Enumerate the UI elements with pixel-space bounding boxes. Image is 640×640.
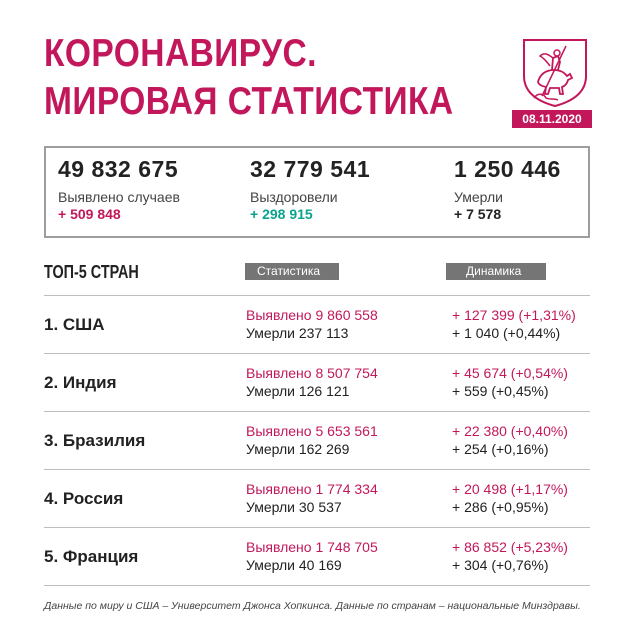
total-recovered: 32 779 541 Выздоровели + 298 915: [250, 156, 370, 222]
country-name: 1. США: [44, 315, 105, 334]
title-line-2: МИРОВАЯ СТАТИСТИКА: [44, 80, 454, 123]
died-dynamics: + 304 (+0,76%): [452, 557, 549, 573]
detected-dynamics: + 22 380 (+0,40%): [452, 423, 568, 439]
total-died-label: Умерли: [454, 189, 503, 205]
table-row: 2. Индия Выявлено 8 507 754 Умерли 126 1…: [44, 353, 590, 411]
country-name: 2. Индия: [44, 373, 117, 392]
dynamics-cell: + 45 674 (+0,54%) + 559 (+0,45%): [452, 364, 568, 400]
total-died-delta: + 7 578: [454, 206, 502, 222]
country-name: 4. Россия: [44, 489, 124, 508]
column-header-statistics: Статистика: [245, 263, 339, 280]
total-recovered-value: 32 779 541: [250, 156, 371, 182]
title-line-1: КОРОНАВИРУС.: [44, 32, 317, 75]
died-value: Умерли 30 537: [246, 499, 342, 515]
detected-value: Выявлено 1 774 334: [246, 481, 378, 497]
total-recovered-delta: + 298 915: [250, 206, 313, 222]
died-dynamics: + 286 (+0,95%): [452, 499, 549, 515]
stat-cell: Выявлено 8 507 754 Умерли 126 121: [246, 364, 378, 400]
table-row: 1. США Выявлено 9 860 558 Умерли 237 113…: [44, 295, 590, 353]
stat-cell: Выявлено 1 748 705 Умерли 40 169: [246, 538, 378, 574]
table-row: 3. Бразилия Выявлено 5 653 561 Умерли 16…: [44, 411, 590, 469]
stat-cell: Выявлено 5 653 561 Умерли 162 269: [246, 422, 378, 458]
column-header-dynamics: Динамика: [446, 263, 546, 280]
top5-table: 1. США Выявлено 9 860 558 Умерли 237 113…: [44, 295, 590, 585]
died-value: Умерли 40 169: [246, 557, 342, 573]
total-detected-label: Выявлено случаев: [58, 189, 180, 205]
dynamics-cell: + 22 380 (+0,40%) + 254 (+0,16%): [452, 422, 568, 458]
total-detected: 49 832 675 Выявлено случаев + 509 848: [58, 156, 180, 222]
total-recovered-label: Выздоровели: [250, 189, 338, 205]
died-value: Умерли 162 269: [246, 441, 350, 457]
died-value: Умерли 126 121: [246, 383, 350, 399]
page-title: КОРОНАВИРУС. МИРОВАЯ СТАТИСТИКА: [44, 30, 454, 126]
world-totals-panel: 49 832 675 Выявлено случаев + 509 848 32…: [44, 146, 590, 238]
stat-cell: Выявлено 9 860 558 Умерли 237 113: [246, 306, 378, 342]
country-name: 3. Бразилия: [44, 431, 146, 450]
died-value: Умерли 237 113: [246, 325, 349, 341]
total-died-value: 1 250 446: [454, 156, 561, 182]
total-died: 1 250 446 Умерли + 7 578: [454, 156, 561, 222]
detected-value: Выявлено 9 860 558: [246, 307, 378, 323]
divider: [44, 585, 590, 586]
detected-value: Выявлено 5 653 561: [246, 423, 378, 439]
died-dynamics: + 559 (+0,45%): [452, 383, 549, 399]
country-name: 5. Франция: [44, 547, 139, 566]
detected-value: Выявлено 1 748 705: [246, 539, 378, 555]
detected-value: Выявлено 8 507 754: [246, 365, 378, 381]
detected-dynamics: + 20 498 (+1,17%): [452, 481, 568, 497]
dynamics-cell: + 20 498 (+1,17%) + 286 (+0,95%): [452, 480, 568, 516]
top5-heading: ТОП-5 СТРАН: [44, 262, 139, 282]
detected-dynamics: + 86 852 (+5,23%): [452, 539, 568, 555]
source-footnote: Данные по миру и США – Университет Джонс…: [44, 600, 581, 612]
table-row: 4. Россия Выявлено 1 774 334 Умерли 30 5…: [44, 469, 590, 527]
table-row: 5. Франция Выявлено 1 748 705 Умерли 40 …: [44, 527, 590, 585]
moscow-coat-of-arms-icon: [520, 36, 590, 108]
stat-cell: Выявлено 1 774 334 Умерли 30 537: [246, 480, 378, 516]
total-detected-delta: + 509 848: [58, 206, 121, 222]
died-dynamics: + 1 040 (+0,44%): [452, 325, 561, 341]
date-badge: 08.11.2020: [512, 110, 592, 128]
dynamics-cell: + 127 399 (+1,31%) + 1 040 (+0,44%): [452, 306, 576, 342]
total-detected-value: 49 832 675: [58, 156, 179, 182]
detected-dynamics: + 45 674 (+0,54%): [452, 365, 568, 381]
detected-dynamics: + 127 399 (+1,31%): [452, 307, 576, 323]
died-dynamics: + 254 (+0,16%): [452, 441, 549, 457]
dynamics-cell: + 86 852 (+5,23%) + 304 (+0,76%): [452, 538, 568, 574]
